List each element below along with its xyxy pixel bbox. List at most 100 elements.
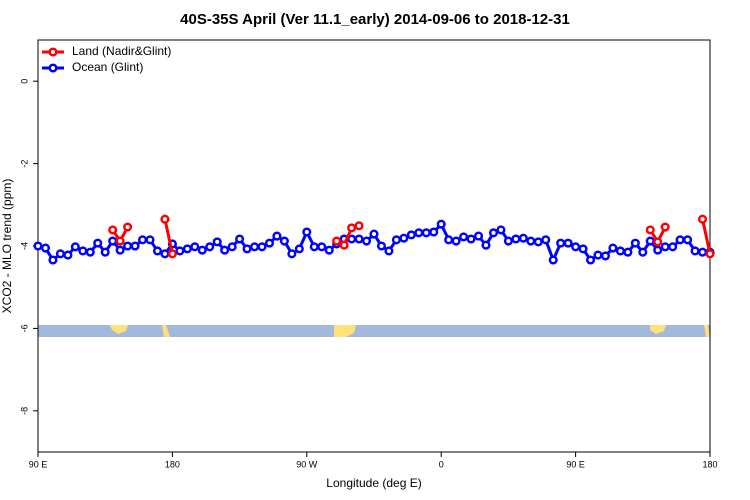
point (137, 235, 148, 245)
point (227, 242, 237, 252)
point (690, 246, 700, 256)
x-axis-label: Longitude (deg E) (326, 476, 421, 490)
point (361, 236, 372, 246)
point (503, 236, 513, 246)
point (347, 223, 357, 233)
point (257, 242, 267, 252)
point (145, 235, 155, 245)
point (451, 236, 461, 246)
point (63, 250, 73, 260)
point (384, 246, 394, 256)
point (660, 222, 670, 232)
point (459, 232, 469, 242)
point (160, 214, 170, 224)
point (518, 233, 528, 243)
legend-label: Ocean (Glint) (72, 60, 143, 74)
point (406, 230, 416, 240)
point (608, 243, 618, 253)
point (645, 236, 655, 246)
point (85, 247, 95, 257)
point (205, 242, 215, 252)
point (287, 249, 297, 259)
point (645, 225, 655, 235)
land-strip (162, 325, 170, 337)
point (167, 249, 177, 259)
x-tick-label: 0 (439, 459, 444, 469)
point (399, 233, 409, 243)
point (115, 236, 125, 246)
point (339, 240, 349, 250)
series-line (163, 218, 174, 255)
point (175, 246, 185, 256)
point (600, 251, 611, 261)
point (55, 249, 65, 259)
point (571, 242, 581, 252)
point (556, 238, 566, 248)
point (317, 242, 327, 252)
ocean-strip (38, 325, 710, 337)
point (100, 247, 110, 257)
point (70, 242, 80, 252)
point (668, 242, 678, 252)
point (660, 242, 670, 252)
point (638, 247, 648, 257)
y-tick-label: -2 (19, 160, 29, 168)
point (481, 240, 491, 250)
point (123, 222, 133, 232)
point (675, 235, 685, 245)
point (436, 219, 446, 229)
land-strip (110, 325, 128, 334)
point (697, 214, 708, 224)
point (376, 241, 387, 251)
land-strip (650, 325, 666, 334)
point (354, 221, 364, 231)
point (264, 238, 275, 248)
point (115, 245, 125, 255)
point (123, 241, 133, 251)
point (623, 247, 633, 257)
point (182, 244, 192, 254)
point (40, 243, 51, 253)
point (541, 235, 551, 245)
point (653, 237, 663, 247)
point (152, 246, 163, 256)
point (615, 246, 625, 256)
land-strip (334, 325, 356, 337)
point (391, 235, 401, 245)
legend-label: Land (Nadir&Glint) (72, 44, 171, 58)
point (466, 234, 476, 244)
chart-title: 40S-35S April (Ver 11.1_early) 2014-09-0… (180, 11, 570, 28)
point (526, 236, 536, 246)
point (444, 235, 454, 245)
point (220, 245, 230, 255)
point (249, 242, 260, 252)
point (279, 236, 289, 246)
point (578, 244, 588, 254)
point (78, 246, 88, 256)
point (533, 237, 543, 247)
point (354, 234, 364, 244)
point (630, 238, 640, 248)
point (563, 238, 573, 248)
point (369, 229, 379, 239)
x-tick-label: 90 W (296, 459, 318, 469)
point (93, 238, 103, 248)
point (496, 225, 506, 235)
point (197, 245, 207, 255)
point (429, 227, 439, 237)
y-tick-label: -6 (19, 324, 29, 332)
y-tick-label: -4 (19, 242, 29, 250)
point (332, 236, 342, 246)
x-tick-label: 90 E (566, 459, 585, 469)
point (108, 225, 118, 235)
point (302, 227, 312, 237)
point (473, 231, 484, 241)
point (324, 245, 334, 255)
point (705, 249, 715, 259)
point (33, 241, 43, 251)
point (212, 237, 222, 247)
y-axis-label: XCO2 - MLO trend (ppm) (0, 179, 14, 314)
point (653, 245, 663, 255)
y-tick-label: 0 (19, 79, 29, 84)
